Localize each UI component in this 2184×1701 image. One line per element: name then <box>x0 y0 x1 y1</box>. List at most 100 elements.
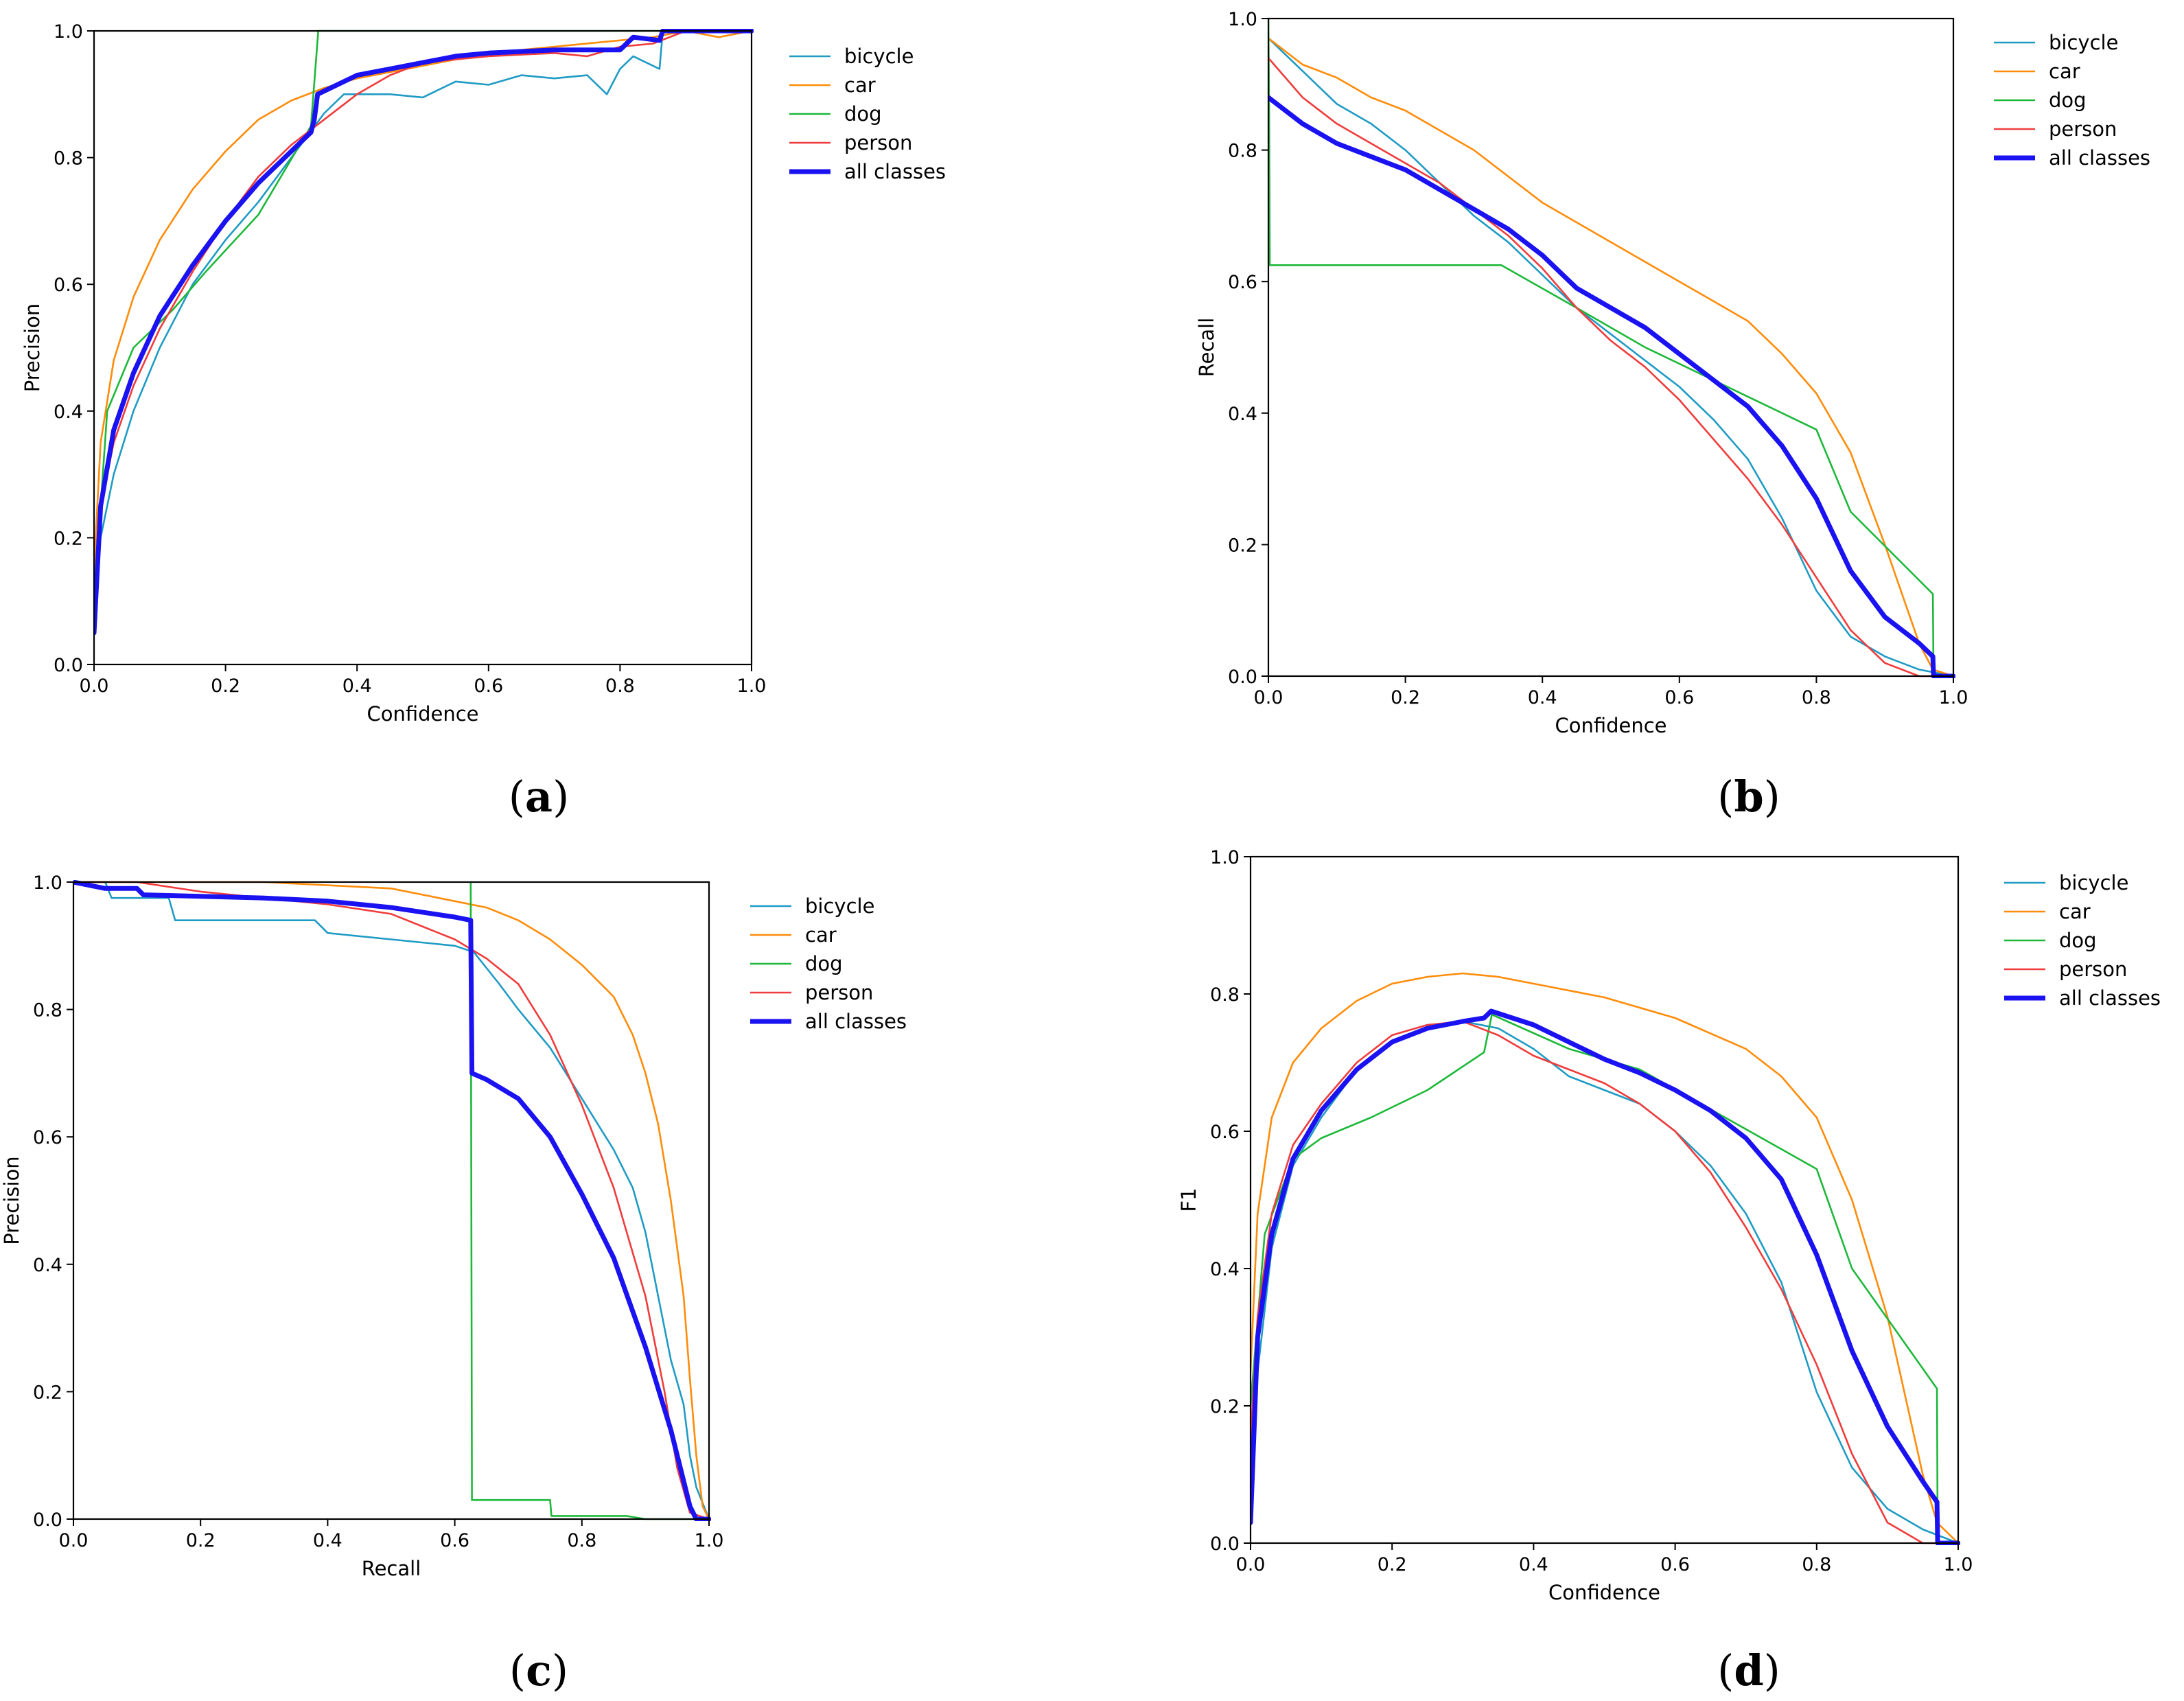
x-tick-label: 0.8 <box>605 675 635 697</box>
series-line-person <box>94 30 753 602</box>
x-tick-label: 0.0 <box>1236 1554 1266 1575</box>
y-tick-label: 0.0 <box>1210 1534 1240 1555</box>
y-axis-label: F1 <box>1177 1188 1200 1212</box>
series-line-car <box>94 30 753 570</box>
series-line-dog <box>94 30 753 602</box>
x-tick-label: 0.6 <box>440 1530 469 1551</box>
plot-frame <box>72 881 710 1520</box>
chart-panel-a: 0.0 0.2 0.4 0.6 0.8 1.0 0.0 0.2 0.4 0.6 0.8 1.0 Conf… <box>21 21 946 822</box>
y-tick-label: 0.6 <box>54 275 83 296</box>
x-tick-label: 0.6 <box>474 675 503 697</box>
panel-caption: (a) <box>509 772 570 822</box>
x-tick-label: 0.4 <box>1519 1554 1548 1575</box>
x-tick-label: 1.0 <box>1939 687 1968 708</box>
series-line-bicycle <box>73 881 710 1520</box>
x-tick-label: 0.0 <box>59 1530 89 1551</box>
series-line-dog <box>1268 17 1955 678</box>
x-axis-label: Confidence <box>1548 1581 1660 1604</box>
legend-label-person: person <box>2059 958 2127 981</box>
legend-label-dog: dog <box>805 952 843 975</box>
x-tick-label: 0.0 <box>80 675 109 697</box>
y-tick-label: 0.8 <box>33 1000 62 1021</box>
y-tick-label: 0.6 <box>33 1127 62 1148</box>
y-tick-label: 0.6 <box>1210 1122 1240 1143</box>
y-tick-label: 0.6 <box>1228 272 1257 293</box>
y-tick-label: 0.4 <box>54 402 83 423</box>
legend: bicycle car dog person all classes <box>2004 871 2161 1010</box>
x-tick-label: 0.4 <box>1528 687 1557 708</box>
series-line-bicycle <box>94 30 753 634</box>
y-axis-label: Precision <box>0 1156 23 1245</box>
x-tick-label: 1.0 <box>737 675 767 697</box>
series-line-person <box>1251 1020 1960 1544</box>
legend-label-person: person <box>805 981 873 1004</box>
series-line-bicycle <box>1268 37 1955 678</box>
series-group <box>94 29 754 636</box>
y-tick-label: 0.4 <box>1228 404 1257 425</box>
series-line-all-classes <box>73 880 711 1521</box>
y-tick-label: 1.0 <box>1228 9 1257 30</box>
legend-label-person: person <box>844 131 912 154</box>
legend-label-dog: dog <box>2059 929 2097 952</box>
series-line-car <box>1268 37 1955 678</box>
legend-label-all-classes: all classes <box>2059 986 2161 1010</box>
x-tick-label: 0.2 <box>211 675 240 697</box>
chart-panel-d: 0.0 0.2 0.4 0.6 0.8 1.0 0.0 0.2 0.4 0.6 0.8 1.0 Conf… <box>1177 847 2161 1696</box>
legend-label-dog: dog <box>844 102 882 126</box>
legend-label-car: car <box>844 73 876 97</box>
y-axis-label: Precision <box>21 303 44 392</box>
x-tick-label: 0.2 <box>186 1530 216 1551</box>
series-line-car <box>73 881 710 1520</box>
legend-label-all-classes: all classes <box>805 1010 907 1033</box>
x-tick-label: 0.4 <box>313 1530 342 1551</box>
x-tick-label: 0.6 <box>1664 687 1694 708</box>
x-tick-label: 0.8 <box>1802 687 1831 708</box>
series-group <box>1251 972 1960 1545</box>
x-tick-label: 0.2 <box>1378 1554 1407 1575</box>
y-tick-label: 1.0 <box>33 872 62 894</box>
x-tick-label: 0.8 <box>1802 1554 1831 1575</box>
y-tick-label: 0.0 <box>33 1509 62 1531</box>
y-tick-label: 1.0 <box>1210 847 1240 868</box>
x-axis-label: Confidence <box>367 702 478 726</box>
series-line-person <box>73 881 710 1520</box>
chart-panel-c: 0.0 0.2 0.4 0.6 0.8 1.0 0.0 0.2 0.4 0.6 0.8 1.0 Reca… <box>0 872 907 1696</box>
legend-label-person: person <box>2049 117 2117 141</box>
y-tick-label: 0.0 <box>54 655 83 676</box>
series-line-all-classes <box>1268 95 1955 678</box>
legend-label-bicycle: bicycle <box>805 894 874 918</box>
x-tick-label: 1.0 <box>695 1530 724 1551</box>
legend-label-all-classes: all classes <box>2049 146 2150 170</box>
x-tick-label: 0.6 <box>1660 1554 1690 1575</box>
y-tick-label: 0.4 <box>33 1255 62 1276</box>
chart-panel-b: 0.0 0.2 0.4 0.6 0.8 1.0 0.0 0.2 0.4 0.6 0.8 1.0 Conf… <box>1195 9 2150 822</box>
y-tick-label: 0.4 <box>1210 1259 1240 1280</box>
series-line-all-classes <box>1251 1008 1960 1545</box>
y-tick-label: 0.0 <box>1228 667 1257 688</box>
legend: bicycle car dog person all classes <box>789 45 946 183</box>
legend: bicycle car dog person all classes <box>1994 31 2150 170</box>
legend-label-car: car <box>2049 60 2080 83</box>
legend-label-bicycle: bicycle <box>2049 31 2118 54</box>
y-tick-label: 0.2 <box>1210 1396 1240 1418</box>
legend: bicycle car dog person all classes <box>750 894 907 1033</box>
y-axis-label: Recall <box>1195 318 1218 378</box>
x-tick-label: 0.8 <box>567 1530 596 1551</box>
series-group <box>1268 17 1955 678</box>
panel-caption: (d) <box>1717 1645 1780 1696</box>
series-line-dog <box>1251 1013 1960 1544</box>
y-tick-label: 0.8 <box>1228 141 1257 162</box>
legend-label-bicycle: bicycle <box>2059 871 2128 894</box>
y-tick-label: 0.8 <box>54 148 83 170</box>
series-line-dog <box>469 881 710 1520</box>
y-tick-label: 0.2 <box>1228 535 1257 556</box>
series-line-bicycle <box>1251 1020 1960 1544</box>
legend-label-bicycle: bicycle <box>844 45 914 68</box>
y-tick-label: 1.0 <box>54 21 83 43</box>
plot-frame <box>93 30 753 666</box>
x-axis-label: Confidence <box>1555 714 1666 737</box>
panel-caption: (b) <box>1717 772 1780 822</box>
y-tick-label: 0.2 <box>54 528 83 549</box>
x-tick-label: 0.4 <box>342 675 372 697</box>
